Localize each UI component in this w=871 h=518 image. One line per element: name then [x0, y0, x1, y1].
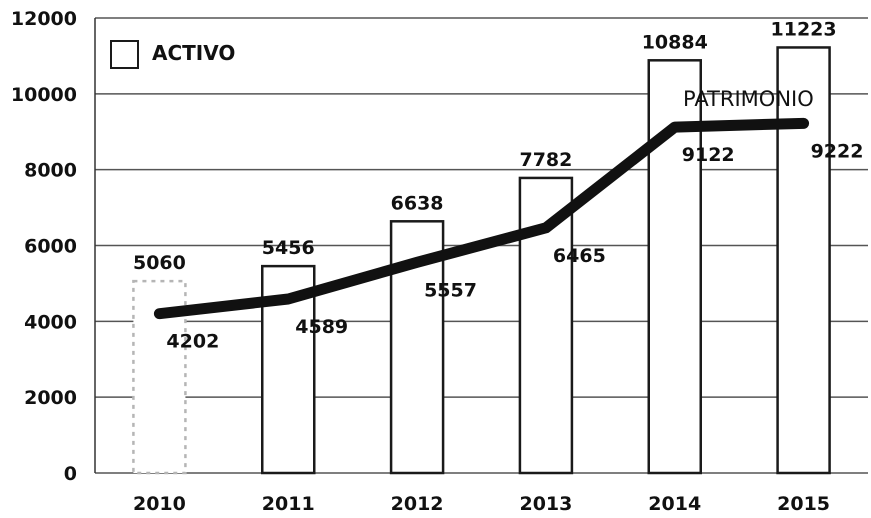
x-tick-label-2010: 2010 — [133, 493, 186, 515]
legend: ACTIVO — [110, 40, 235, 69]
y-tick-label: 6000 — [24, 236, 77, 258]
line-label-patrimonio-2013: 6465 — [553, 245, 606, 267]
x-tick-label-2015: 2015 — [777, 493, 830, 515]
bar-label-activo-2010: 5060 — [133, 252, 186, 274]
x-tick-label-2012: 2012 — [391, 493, 444, 515]
gridlines — [94, 17, 868, 474]
bar-activo-2015 — [776, 46, 831, 475]
activo-value-labels: 5060 5456 6638 7782 10884 11223 — [133, 18, 837, 274]
x-tick-label-2011: 2011 — [262, 493, 315, 515]
patrimonio-line — [153, 117, 810, 320]
y-tick-label: 8000 — [24, 160, 77, 182]
y-tick-label: 4000 — [24, 311, 77, 333]
line-label-patrimonio-2011: 4589 — [295, 316, 348, 338]
line-label-patrimonio-2010: 4202 — [166, 331, 219, 353]
activo-bars — [132, 46, 831, 475]
patrimonio-line-path — [153, 117, 810, 320]
y-tick-label: 2000 — [24, 387, 77, 409]
x-axis-tick-labels: 2010 2011 2012 2013 2014 2015 — [133, 493, 830, 515]
legend-activo-label: ACTIVO — [152, 41, 235, 65]
patrimonio-value-labels: 4202 4589 5557 6465 9122 9222 — [166, 140, 863, 352]
x-tick-label-2013: 2013 — [519, 493, 572, 515]
bar-label-activo-2014: 10884 — [642, 31, 708, 53]
y-axis-tick-labels: 0 2000 4000 6000 8000 10000 12000 — [11, 8, 77, 485]
line-label-patrimonio-2012: 5557 — [424, 279, 477, 301]
bar-label-activo-2011: 5456 — [262, 237, 315, 259]
y-tick-label: 0 — [64, 463, 77, 485]
line-label-patrimonio-2014: 9122 — [682, 144, 735, 166]
x-tick-label-2014: 2014 — [648, 493, 701, 515]
bar-label-activo-2015: 11223 — [771, 18, 837, 40]
bar-label-activo-2012: 6638 — [391, 192, 444, 214]
legend-activo-swatch — [110, 40, 139, 69]
bar-label-activo-2013: 7782 — [519, 149, 572, 171]
y-tick-label: 10000 — [11, 84, 77, 106]
line-label-patrimonio-2015: 9222 — [811, 140, 864, 162]
series-label-patrimonio: PATRIMONIO — [683, 87, 814, 111]
y-tick-label: 12000 — [11, 8, 77, 30]
